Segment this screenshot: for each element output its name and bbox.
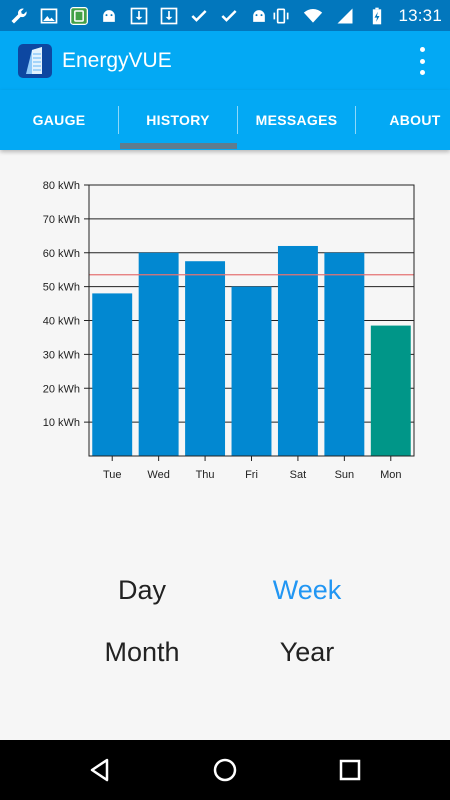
app-title: EnergyVUE xyxy=(62,48,172,72)
period-year[interactable]: Year xyxy=(279,637,335,667)
period-day[interactable]: Day xyxy=(117,575,166,605)
y-tick-label: 60 kWh xyxy=(43,248,80,260)
navigation-bar xyxy=(0,740,450,800)
tab-messages[interactable]: MESSAGES xyxy=(255,112,338,128)
y-tick-label: 70 kWh xyxy=(43,214,80,226)
check-icon xyxy=(188,5,210,27)
download-icon xyxy=(128,5,150,27)
bar-fri xyxy=(231,286,272,456)
signal-icon xyxy=(334,5,356,27)
home-icon[interactable] xyxy=(210,755,240,785)
x-tick-label: Mon xyxy=(380,469,401,481)
y-tick-label: 20 kWh xyxy=(43,383,80,395)
bar-tue xyxy=(92,293,133,456)
app-notification-icon xyxy=(68,5,90,27)
vibrate-icon xyxy=(270,5,292,27)
download-icon xyxy=(158,5,180,27)
bar-wed xyxy=(138,252,179,456)
x-tick-label: Fri xyxy=(245,469,258,481)
battery-charging-icon xyxy=(366,5,388,27)
status-time: 13:31 xyxy=(398,5,442,25)
period-month[interactable]: Month xyxy=(104,637,180,667)
tab-about[interactable]: ABOUT xyxy=(389,112,441,128)
recents-icon[interactable] xyxy=(335,755,365,785)
tab-divider xyxy=(118,106,119,134)
back-icon[interactable] xyxy=(85,755,115,785)
y-tick-label: 40 kWh xyxy=(43,316,80,328)
android-icon xyxy=(248,5,270,27)
wifi-icon xyxy=(302,5,324,27)
y-tick-label: 10 kWh xyxy=(43,417,80,429)
status-bar: 13:31 xyxy=(0,0,450,31)
bar-sat xyxy=(277,245,318,456)
image-icon xyxy=(38,5,60,27)
app-bar: EnergyVUE xyxy=(0,31,450,90)
android-icon xyxy=(98,5,120,27)
history-chart: 10 kWh 20 kWh 30 kWh 40 kWh 50 kWh 60 kWh 70 k… xyxy=(0,170,450,490)
y-tick-label: 30 kWh xyxy=(43,349,80,361)
period-week[interactable]: Week xyxy=(272,575,342,605)
bar-thu xyxy=(185,261,226,456)
tab-gauge[interactable]: GAUGE xyxy=(32,112,86,128)
bar-mon xyxy=(370,325,411,456)
tab-bar: GAUGE HISTORY MESSAGES ABOUT xyxy=(0,90,450,150)
bar-sun xyxy=(324,252,365,456)
overflow-menu-icon[interactable] xyxy=(418,47,426,75)
energyvue-logo-icon xyxy=(18,43,52,78)
tab-history[interactable]: HISTORY xyxy=(146,112,210,128)
wrench-icon xyxy=(8,5,30,27)
x-tick-label: Sun xyxy=(335,469,355,481)
tab-selected-indicator xyxy=(120,143,237,149)
tab-divider xyxy=(355,106,356,134)
tab-divider xyxy=(237,106,238,134)
x-tick-label: Wed xyxy=(147,469,169,481)
check-icon xyxy=(218,5,240,27)
plot-frame xyxy=(88,184,415,457)
y-tick-label: 50 kWh xyxy=(43,282,80,294)
x-tick-label: Sat xyxy=(290,469,307,481)
x-tick-label: Tue xyxy=(103,469,122,481)
x-tick-label: Thu xyxy=(196,469,215,481)
y-tick-label: 80 kWh xyxy=(43,180,80,192)
history-bar-chart: 10 kWh 20 kWh 30 kWh 40 kWh 50 kWh 60 kWh 70 k… xyxy=(43,180,415,481)
